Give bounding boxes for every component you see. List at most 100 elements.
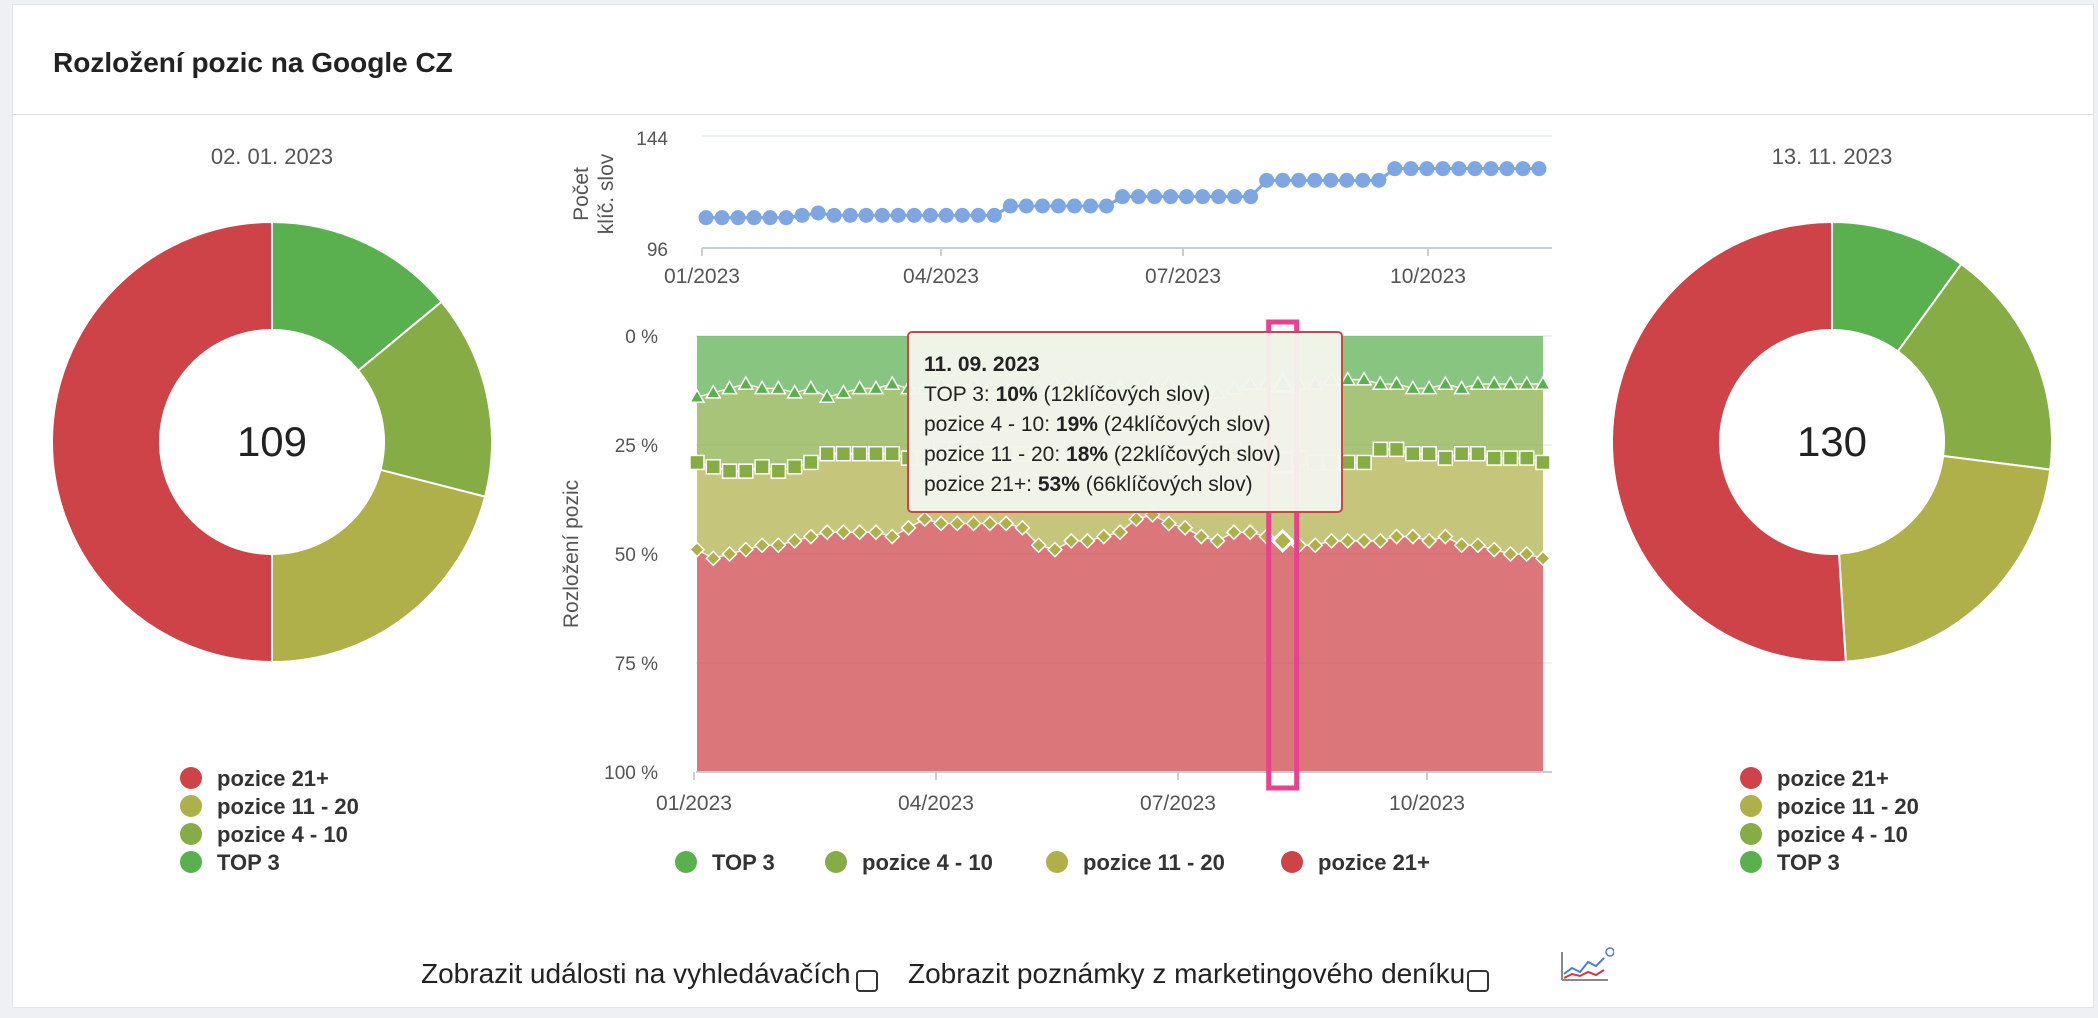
keyword-count-point (1515, 161, 1531, 177)
keyword-count-point (794, 207, 810, 223)
pos11-20-point (851, 524, 868, 541)
keyword-count-point (1018, 198, 1034, 214)
marketing-notes-checkbox[interactable] (1467, 970, 1489, 992)
pos11-20-point (688, 541, 706, 558)
band-pos21 (697, 514, 1543, 772)
donut-slice (271, 468, 487, 664)
pos11-20-point (835, 524, 852, 541)
pos11-20-point (1270, 528, 1295, 554)
keyword-count-point (826, 207, 842, 223)
legend-marker (1740, 767, 1762, 789)
pos4-10-point (754, 459, 770, 475)
donut-slice (1837, 454, 2052, 663)
pos11-20-point (965, 515, 982, 532)
keyword-count-point (1371, 172, 1387, 188)
keyword-count-point (1499, 161, 1515, 177)
tooltip-row-label: TOP 3: (924, 383, 996, 406)
top3-point (1420, 379, 1438, 395)
keyword-count-point (1419, 161, 1435, 177)
top3-point (1355, 371, 1373, 386)
keyword-count-point (810, 205, 826, 221)
legend-marker (180, 823, 202, 845)
y-axis-title-line: klíč. slov (595, 153, 618, 234)
pos11-20-point (900, 519, 917, 536)
top3-point (704, 384, 722, 399)
legend-marker (180, 851, 202, 873)
keyword-count-point (1387, 161, 1403, 177)
y-tick-label: 75 % (615, 654, 658, 675)
y-tick-label: 96 (647, 240, 668, 261)
legend-label: pozice 11 - 20 (217, 794, 359, 819)
donut-slice (51, 220, 273, 664)
keyword-count-point (778, 210, 794, 226)
legend-label: TOP 3 (217, 850, 280, 875)
keyword-count-point (1243, 189, 1259, 205)
keyword-count-point (746, 210, 762, 226)
pos11-20-point (884, 528, 901, 545)
pos11-20-point (932, 515, 950, 532)
trend-chart-icon[interactable] (1558, 946, 1614, 986)
keyword-count-point (986, 207, 1002, 223)
pos11-20-point (1469, 537, 1486, 554)
top3-point (1339, 371, 1357, 386)
legend-marker (1740, 823, 1762, 845)
top3-point (1372, 375, 1389, 390)
pos11-20-point (1355, 532, 1373, 549)
legend-marker (825, 851, 847, 873)
pos4-10-point (1372, 441, 1389, 458)
pos11-20-point (754, 537, 771, 554)
search-events-checkbox[interactable] (856, 970, 878, 992)
keyword-count-point (1131, 189, 1147, 205)
top3-point (802, 379, 820, 395)
tooltip-row: TOP 3: 10% (12klíčových slov) (924, 383, 1210, 406)
donut-slice (1896, 262, 2053, 471)
legend-marker (1740, 851, 1762, 873)
keyword-count-point (762, 210, 778, 226)
pos11-20-point (1339, 532, 1356, 549)
pos11-20-point (867, 524, 885, 541)
pos4-10-point (1518, 450, 1535, 466)
keyword-count-point (1066, 198, 1082, 214)
top3-point (1469, 375, 1487, 390)
tooltip-row: pozice 11 - 20: 18% (22klíčových slov) (924, 443, 1281, 466)
pos11-20-point (1323, 532, 1340, 549)
keyword-count-point (730, 210, 746, 226)
y-tick-label: 100 % (604, 763, 658, 784)
keyword-count-point (1098, 198, 1114, 214)
x-tick-label: 01/2023 (664, 265, 740, 288)
legend-marker (1281, 851, 1303, 873)
y-axis-title: Rozložení pozic (560, 480, 583, 628)
keyword-count-point (1483, 161, 1499, 177)
keyword-count-point (1082, 198, 1098, 214)
keyword-count-point (890, 207, 906, 223)
tooltip-date: 11. 09. 2023 (924, 353, 1040, 376)
keyword-count-point (1115, 189, 1130, 205)
panel-header: Rozložení pozic na Google CZ (13, 5, 2093, 115)
pos11-20-point (1209, 532, 1226, 549)
pos11-20-point (1111, 524, 1129, 541)
top3-point (786, 384, 803, 399)
keyword-count-point (1259, 172, 1275, 188)
keyword-count-point (906, 207, 922, 223)
pos11-20-point (1437, 528, 1454, 545)
legend-label: pozice 21+ (1777, 766, 1889, 791)
pos11-20-point (802, 528, 819, 545)
x-tick-label: 04/2023 (903, 265, 979, 288)
keyword-count-point (698, 210, 714, 226)
tooltip-row-pct: 19% (1056, 413, 1098, 436)
pos11-20-point (737, 541, 754, 558)
pos11-20-point (705, 550, 722, 567)
pos4-10-point (1502, 450, 1519, 466)
donut-date: 13. 11. 2023 (1772, 144, 1893, 169)
pos11-20-point (819, 524, 836, 541)
keyword-count-point (1435, 161, 1451, 177)
legend-label: pozice 21+ (217, 766, 329, 791)
top3-point (883, 375, 901, 390)
pos11-20-point (1046, 541, 1063, 558)
top3-point (688, 388, 706, 404)
tooltip-row-label: pozice 4 - 10: (924, 413, 1056, 436)
top3-point (1485, 375, 1503, 390)
y-axis-title-line: Počet (570, 167, 593, 221)
pos4-10-point (1405, 445, 1421, 462)
